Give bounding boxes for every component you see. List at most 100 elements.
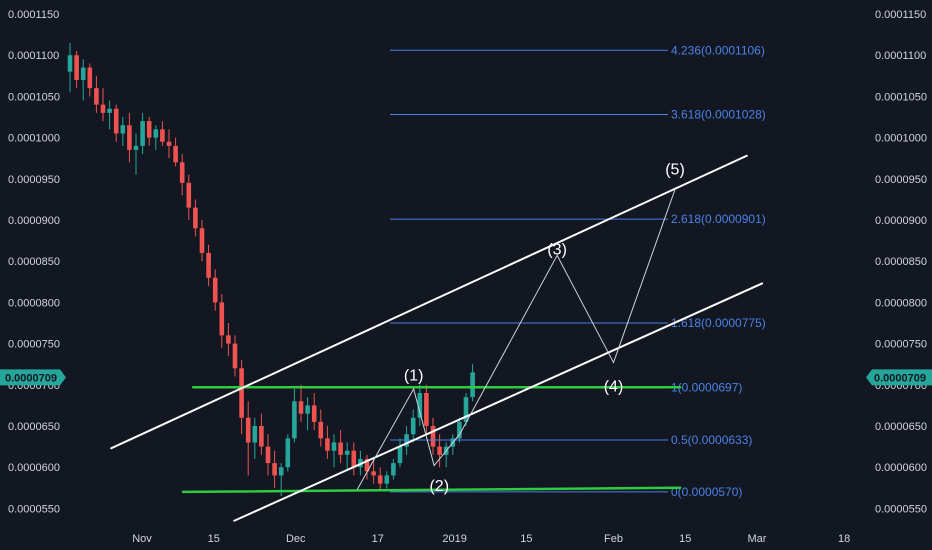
candle-body: [384, 475, 390, 484]
candle: [239, 360, 244, 435]
candle: [470, 364, 475, 402]
wave-label: (5): [665, 162, 685, 179]
candle-body: [424, 393, 429, 426]
candle-body: [113, 108, 119, 134]
candle-body: [417, 393, 423, 418]
y-tick-label-right: 0.0000800: [875, 297, 927, 309]
candle: [113, 104, 119, 142]
candle: [107, 100, 112, 130]
candle: [430, 417, 436, 455]
y-tick-label-left: 0.0000850: [8, 256, 60, 268]
y-axis-left: 0.0001150 0.0001100 0.0001050 0.0001000 0.00…: [8, 9, 60, 515]
current-price-tag-right: 0.0000709: [866, 369, 932, 386]
candle: [424, 384, 429, 435]
candle-body: [470, 372, 475, 398]
channel-line-upper: [110, 154, 748, 450]
candle: [377, 467, 383, 491]
candle-body: [186, 182, 192, 208]
current-price-tags: 0.0000709 0.0000709: [0, 369, 932, 386]
candle-body: [463, 397, 469, 422]
candle-body: [133, 145, 139, 150]
candle: [226, 323, 231, 356]
candle: [67, 42, 73, 93]
trend-lines: [110, 154, 764, 522]
candle-body: [146, 121, 152, 138]
candle-body: [338, 442, 343, 455]
y-tick-label-right: 0.0000900: [875, 215, 927, 227]
y-tick-label-left: 0.0000950: [8, 174, 60, 186]
y-tick-label-right: 0.0001050: [875, 91, 927, 103]
y-tick-label-left: 0.0000900: [8, 215, 60, 227]
y-tick-label-right: 0.0000600: [875, 462, 927, 474]
candle-body: [391, 463, 396, 476]
candle: [305, 397, 310, 431]
fib-level: 0.5(0.0000633): [390, 433, 752, 447]
candle-body: [94, 88, 99, 105]
candle-body: [285, 438, 291, 468]
y-tick-label-right: 0.0001100: [875, 50, 926, 62]
candle: [252, 417, 258, 459]
candle: [259, 413, 264, 455]
candle: [179, 154, 185, 196]
candle-body: [457, 421, 462, 439]
candle-body: [226, 335, 231, 344]
fib-level: 1.618(0.0000775): [390, 316, 766, 330]
wave-label: (3): [547, 242, 567, 259]
current-price-label-right: 0.0000709: [874, 372, 926, 384]
candle: [457, 417, 462, 443]
candle: [100, 88, 106, 122]
candle: [417, 384, 423, 426]
candle: [325, 426, 330, 459]
y-tick-label-left: 0.0000600: [8, 462, 60, 474]
fib-level-label: 1.618(0.0000775): [671, 316, 766, 330]
y-tick-label-right: 0.0000950: [875, 174, 927, 186]
x-tick-label: 15: [208, 533, 220, 545]
candle: [371, 458, 376, 484]
candle: [146, 117, 152, 146]
candle-body: [193, 207, 198, 229]
fib-level-label: 4.236(0.0001106): [671, 43, 765, 57]
candle: [265, 434, 271, 476]
elliott-wave: (1) (2) (3) (4) (5): [356, 162, 685, 495]
candle-body: [265, 446, 271, 464]
candle: [397, 438, 403, 468]
candle: [232, 335, 238, 377]
fib-level: 2.618(0.0000901): [390, 212, 766, 226]
y-tick-label-right: 0.0000650: [875, 421, 927, 433]
y-tick-label-right: 0.0001000: [875, 133, 927, 145]
y-tick-label-right: 0.0001150: [875, 9, 926, 21]
candle-body: [344, 450, 350, 455]
candle: [160, 121, 165, 146]
candle-body: [87, 67, 93, 89]
x-tick-label: 15: [520, 533, 532, 545]
candle-body: [259, 426, 264, 447]
x-tick-label: 17: [372, 533, 384, 545]
candle-body: [107, 108, 112, 113]
current-price-tag-left: 0.0000709: [0, 369, 66, 386]
y-axis-right: 0.0001150 0.0001100 0.0001050 0.0001000 0.00…: [875, 9, 927, 515]
x-axis: Nov 15 Dec 17 2019 15 Feb 15 Mar 18: [132, 533, 850, 545]
candle: [318, 409, 324, 447]
candle-body: [397, 446, 403, 464]
candle: [193, 199, 198, 237]
y-tick-label-right: 0.0000850: [875, 256, 927, 268]
candle: [311, 393, 317, 431]
candle: [199, 220, 205, 262]
wave-label: (2): [429, 478, 449, 495]
wave-label: (4): [604, 378, 624, 395]
x-tick-label: Dec: [286, 533, 306, 545]
candle-body: [80, 67, 86, 80]
candle: [410, 409, 416, 443]
y-tick-label-left: 0.0000650: [8, 421, 60, 433]
candle-body: [219, 302, 225, 336]
x-tick-label: Mar: [748, 533, 767, 545]
fib-level: 0(0.0000570): [390, 485, 742, 499]
candle-body: [325, 438, 330, 451]
candle-body: [206, 252, 211, 278]
fib-level-label: 1(0.0000697): [671, 380, 742, 394]
candle-body: [140, 121, 145, 146]
y-tick-label-right: 0.0000550: [875, 503, 927, 515]
y-tick-label-left: 0.0001100: [8, 50, 59, 62]
